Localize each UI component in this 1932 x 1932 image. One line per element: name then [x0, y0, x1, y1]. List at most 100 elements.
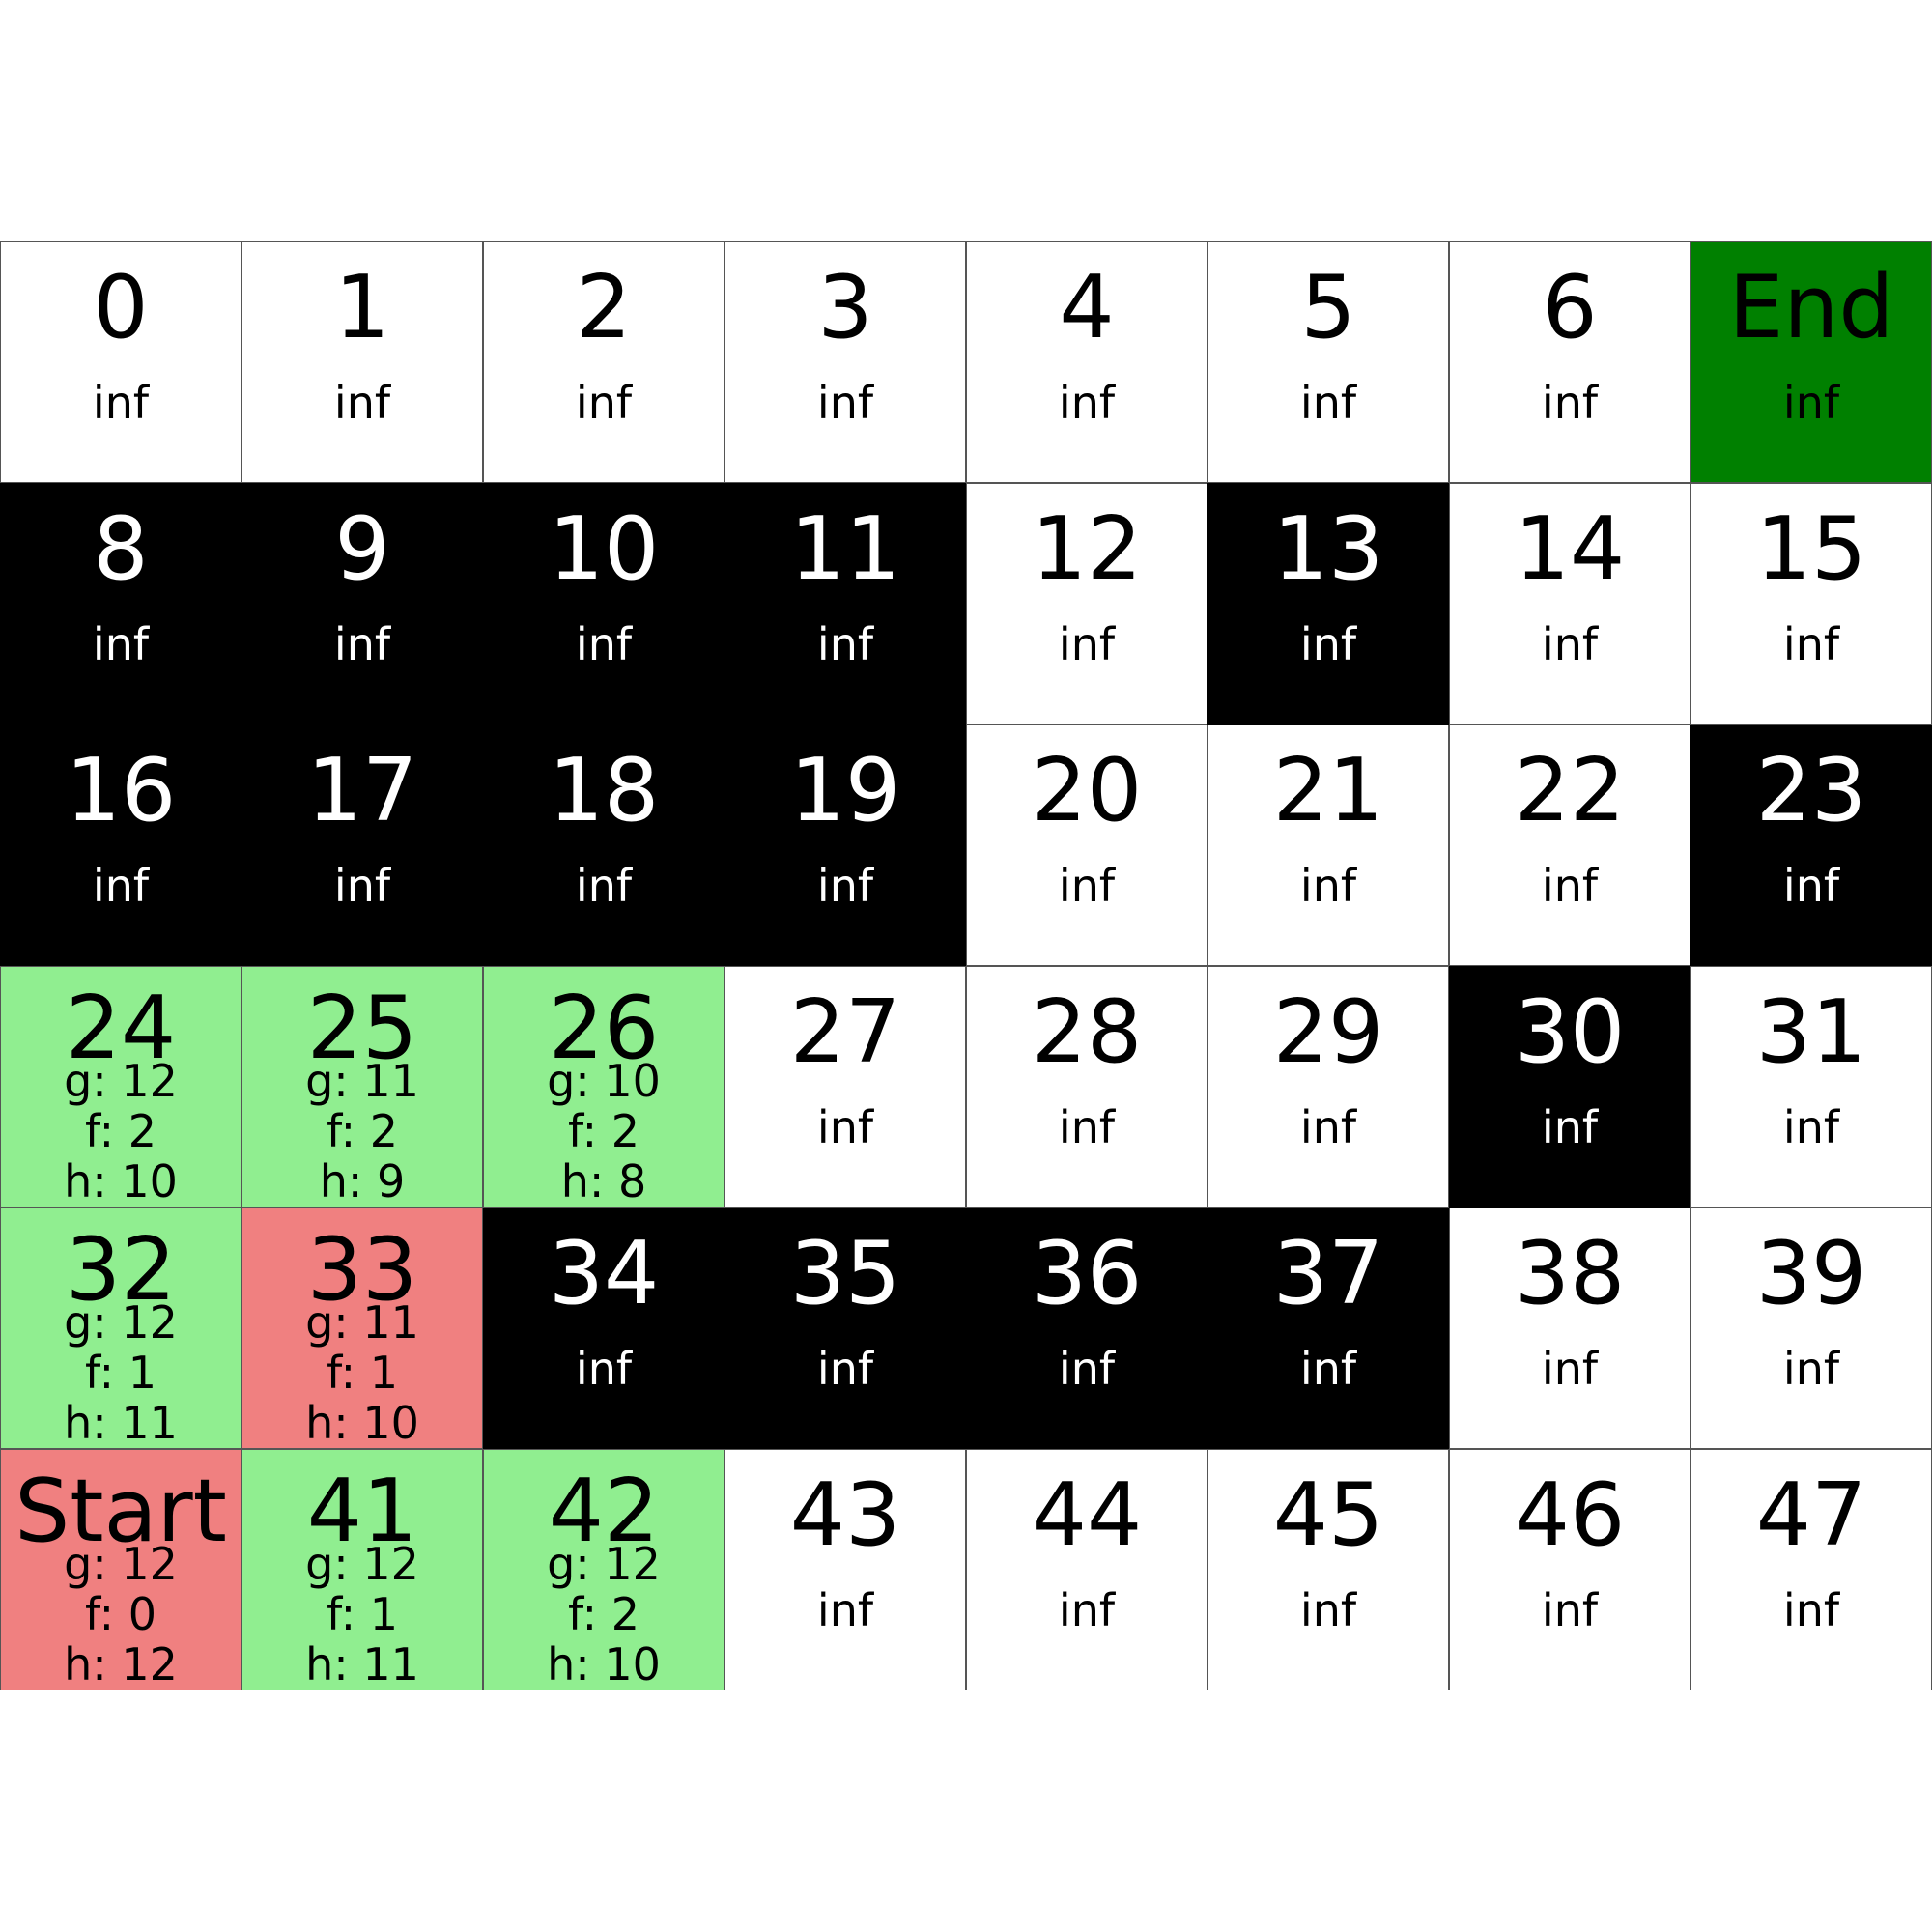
cell-cost: inf — [1299, 860, 1357, 912]
score-line: f: 2 — [568, 1588, 639, 1640]
grid-cell-empty[interactable]: 5 inf — [1208, 242, 1449, 483]
cell-label: End — [1728, 257, 1894, 358]
cell-cost: inf — [333, 618, 391, 670]
cell-label: 34 — [548, 1223, 660, 1324]
grid-cell-wall[interactable]: 18 inf — [483, 724, 724, 966]
cell-scores: g: 11 f: 2 h: 9 — [242, 1056, 482, 1207]
grid-cell-empty[interactable]: 31 inf — [1690, 966, 1932, 1208]
cell-label: 45 — [1272, 1464, 1384, 1566]
grid-cell-empty[interactable]: 39 inf — [1690, 1208, 1932, 1449]
grid-cell-empty[interactable]: 45 inf — [1208, 1449, 1449, 1690]
cell-cost: inf — [575, 860, 633, 912]
cell-label: 3 — [817, 257, 873, 358]
cell-label: 20 — [1031, 740, 1143, 841]
grid-cell-empty[interactable]: 21 inf — [1208, 724, 1449, 966]
grid-cell-empty[interactable]: 6 inf — [1449, 242, 1690, 483]
grid-cell-open[interactable]: 24 g: 12 f: 2 h: 10 — [0, 966, 242, 1208]
grid-cell-empty[interactable]: 1 inf — [242, 242, 483, 483]
grid-cell-wall[interactable]: 19 inf — [724, 724, 966, 966]
grid-cell-wall[interactable]: 16 inf — [0, 724, 242, 966]
grid-cell-empty[interactable]: 22 inf — [1449, 724, 1690, 966]
grid-cell-start[interactable]: Start g: 12 f: 0 h: 12 — [0, 1449, 242, 1690]
grid-cell-wall[interactable]: 30 inf — [1449, 966, 1690, 1208]
grid-cell-empty[interactable]: 27 inf — [724, 966, 966, 1208]
grid-cell-empty[interactable]: 47 inf — [1690, 1449, 1932, 1690]
cell-cost: inf — [1541, 1101, 1599, 1153]
cell-cost: inf — [1299, 618, 1357, 670]
cell-label: 1 — [334, 257, 390, 358]
cell-label: 12 — [1031, 498, 1143, 600]
grid-cell-wall[interactable]: 10 inf — [483, 483, 724, 724]
cell-cost: inf — [1058, 1343, 1116, 1395]
score-line: h: 10 — [547, 1638, 661, 1690]
cell-label: 33 — [306, 1219, 418, 1321]
grid-cell-empty[interactable]: 29 inf — [1208, 966, 1449, 1208]
grid-cell-empty[interactable]: 38 inf — [1449, 1208, 1690, 1449]
cell-cost: inf — [1782, 1343, 1840, 1395]
grid-cell-end[interactable]: End inf — [1690, 242, 1932, 483]
grid-cell-closed[interactable]: 33 g: 11 f: 1 h: 10 — [242, 1208, 483, 1449]
cell-cost: inf — [1058, 860, 1116, 912]
grid-cell-wall[interactable]: 23 inf — [1690, 724, 1932, 966]
score-line: h: 11 — [305, 1638, 419, 1690]
cell-cost: inf — [816, 1343, 874, 1395]
cell-cost: inf — [1058, 377, 1116, 429]
grid-cell-empty[interactable]: 12 inf — [966, 483, 1208, 724]
cell-cost: inf — [1541, 1343, 1599, 1395]
cell-cost: inf — [1782, 618, 1840, 670]
cell-label: 37 — [1272, 1223, 1384, 1324]
grid-cell-empty[interactable]: 44 inf — [966, 1449, 1208, 1690]
cell-cost: inf — [1782, 377, 1840, 429]
grid-cell-open[interactable]: 42 g: 12 f: 2 h: 10 — [483, 1449, 724, 1690]
score-line: g: 12 — [64, 1296, 178, 1349]
grid-cell-empty[interactable]: 43 inf — [724, 1449, 966, 1690]
cell-label: 31 — [1755, 981, 1867, 1083]
cell-label: 24 — [65, 978, 177, 1079]
score-line: g: 11 — [305, 1055, 419, 1107]
grid-cell-wall[interactable]: 37 inf — [1208, 1208, 1449, 1449]
grid-cell-wall[interactable]: 34 inf — [483, 1208, 724, 1449]
grid-cell-open[interactable]: 41 g: 12 f: 1 h: 11 — [242, 1449, 483, 1690]
cell-label: 18 — [548, 740, 660, 841]
score-line: h: 11 — [64, 1397, 178, 1449]
grid-cell-empty[interactable]: 14 inf — [1449, 483, 1690, 724]
grid-cell-wall[interactable]: 11 inf — [724, 483, 966, 724]
cell-scores: g: 10 f: 2 h: 8 — [484, 1056, 724, 1207]
cell-cost: inf — [1541, 377, 1599, 429]
grid-cell-wall[interactable]: 36 inf — [966, 1208, 1208, 1449]
cell-cost: inf — [333, 377, 391, 429]
cell-label: 6 — [1542, 257, 1598, 358]
grid-cell-open[interactable]: 25 g: 11 f: 2 h: 9 — [242, 966, 483, 1208]
grid-cell-wall[interactable]: 35 inf — [724, 1208, 966, 1449]
cell-label: 30 — [1514, 981, 1626, 1083]
score-line: g: 10 — [547, 1055, 661, 1107]
cell-label: 10 — [548, 498, 660, 600]
cell-label: 9 — [334, 498, 390, 600]
cell-label: 23 — [1755, 740, 1867, 841]
grid-cell-empty[interactable]: 4 inf — [966, 242, 1208, 483]
grid-cell-empty[interactable]: 28 inf — [966, 966, 1208, 1208]
cell-cost: inf — [92, 377, 150, 429]
cell-label: 29 — [1272, 981, 1384, 1083]
grid-cell-wall[interactable]: 13 inf — [1208, 483, 1449, 724]
grid-cell-empty[interactable]: 46 inf — [1449, 1449, 1690, 1690]
score-line: g: 12 — [305, 1538, 419, 1590]
grid-cell-empty[interactable]: 3 inf — [724, 242, 966, 483]
grid-cell-empty[interactable]: 20 inf — [966, 724, 1208, 966]
cell-label: 11 — [789, 498, 901, 600]
grid-cell-open[interactable]: 32 g: 12 f: 1 h: 11 — [0, 1208, 242, 1449]
grid-cell-empty[interactable]: 2 inf — [483, 242, 724, 483]
grid-cell-open[interactable]: 26 g: 10 f: 2 h: 8 — [483, 966, 724, 1208]
cell-label: 42 — [548, 1461, 660, 1562]
grid-cell-wall[interactable]: 9 inf — [242, 483, 483, 724]
score-line: g: 12 — [64, 1055, 178, 1107]
cell-label: 32 — [65, 1219, 177, 1321]
grid-cell-empty[interactable]: 15 inf — [1690, 483, 1932, 724]
grid-cell-empty[interactable]: 0 inf — [0, 242, 242, 483]
score-line: g: 12 — [547, 1538, 661, 1590]
cell-scores: g: 11 f: 1 h: 10 — [242, 1297, 482, 1448]
grid-cell-wall[interactable]: 8 inf — [0, 483, 242, 724]
cell-cost: inf — [816, 1584, 874, 1636]
grid-cell-wall[interactable]: 17 inf — [242, 724, 483, 966]
cell-cost: inf — [575, 618, 633, 670]
